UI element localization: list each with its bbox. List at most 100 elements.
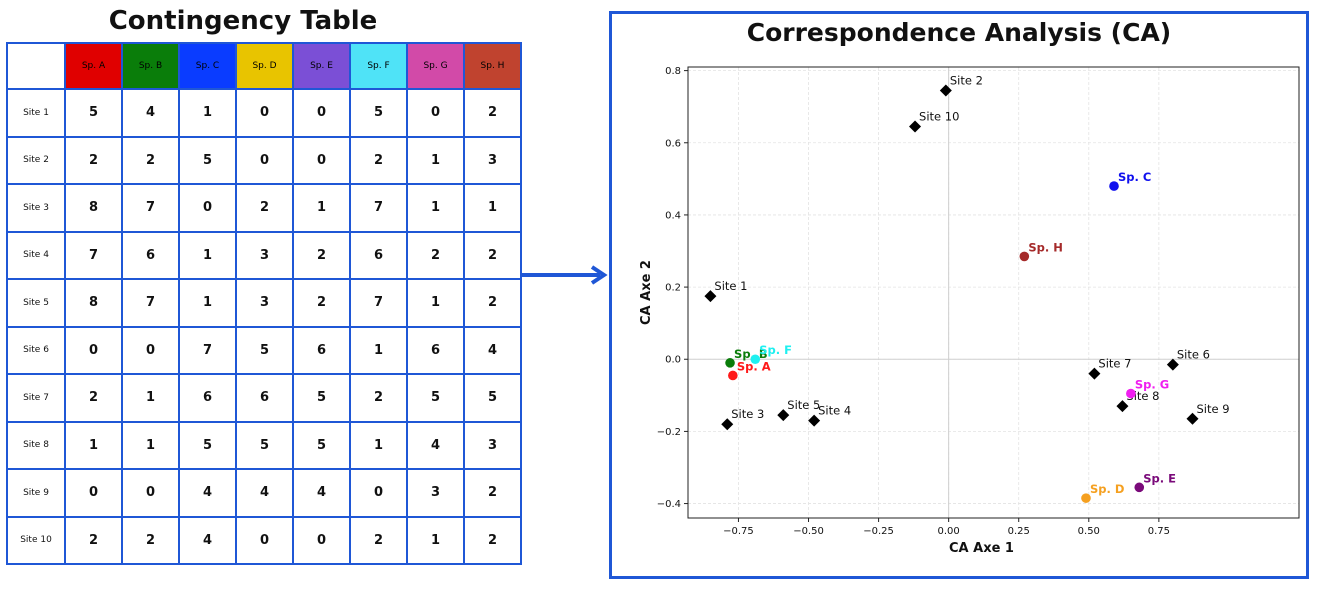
count-cell: 6 bbox=[406, 325, 465, 375]
site-point bbox=[808, 414, 821, 427]
ca-panel: Correspondence Analysis (CA) −0.75 −0.50−… bbox=[609, 11, 1309, 579]
count-cell: 2 bbox=[292, 230, 351, 280]
site-point-label: Site 7 bbox=[1098, 357, 1131, 371]
count-cell: 1 bbox=[292, 183, 351, 233]
count-cell: 3 bbox=[406, 468, 465, 518]
count-cell: 1 bbox=[406, 278, 465, 328]
count-cell: 5 bbox=[64, 88, 123, 138]
y-tick-label: 0.8 bbox=[665, 66, 681, 77]
count-cell: 6 bbox=[235, 373, 294, 423]
count-cell: 4 bbox=[292, 468, 351, 518]
count-cell: 3 bbox=[463, 135, 522, 185]
count-cell: 0 bbox=[292, 88, 351, 138]
contingency-table: Sp. A Sp. B Sp. C Sp. D Sp. E Sp. F Sp. … bbox=[6, 42, 522, 565]
count-cell: 2 bbox=[349, 135, 408, 185]
count-cell: 1 bbox=[121, 420, 180, 470]
count-cell: 2 bbox=[64, 135, 123, 185]
site-row-label: Site 8 bbox=[6, 420, 66, 470]
count-cell: 7 bbox=[178, 325, 237, 375]
site-point bbox=[721, 418, 734, 431]
y-axis-label: CA Axe 2 bbox=[639, 260, 654, 325]
x-tick-label: 0.25 bbox=[1008, 526, 1030, 537]
site-point-label: Site 9 bbox=[1196, 402, 1229, 416]
count-cell: 2 bbox=[64, 515, 123, 565]
x-tick-label: −0.25 bbox=[863, 526, 894, 537]
count-cell: 4 bbox=[178, 515, 237, 565]
count-cell: 7 bbox=[349, 183, 408, 233]
count-cell: 7 bbox=[121, 278, 180, 328]
arrow-right-icon bbox=[522, 265, 608, 285]
species-header: Sp. E bbox=[292, 42, 351, 90]
count-cell: 3 bbox=[235, 230, 294, 280]
plot-frame bbox=[687, 66, 1300, 519]
site-point bbox=[704, 290, 717, 303]
x-tick-label: 0.50 bbox=[1078, 526, 1100, 537]
x-tick-label: −0.50 bbox=[793, 526, 824, 537]
species-header: Sp. B bbox=[121, 42, 180, 90]
count-cell: 0 bbox=[235, 515, 294, 565]
species-point bbox=[750, 354, 761, 365]
site-point bbox=[939, 84, 952, 97]
count-cell: 2 bbox=[292, 278, 351, 328]
count-cell: 5 bbox=[235, 420, 294, 470]
y-tick-label: 0.4 bbox=[665, 210, 681, 221]
count-cell: 1 bbox=[463, 183, 522, 233]
y-tick-label: 0.6 bbox=[665, 138, 681, 149]
count-cell: 6 bbox=[121, 230, 180, 280]
count-cell: 6 bbox=[292, 325, 351, 375]
site-point bbox=[1088, 367, 1101, 380]
species-header: Sp. D bbox=[235, 42, 294, 90]
count-cell: 2 bbox=[235, 183, 294, 233]
count-cell: 8 bbox=[64, 278, 123, 328]
count-cell: 1 bbox=[406, 135, 465, 185]
y-tick-label: 0.2 bbox=[665, 283, 681, 294]
count-cell: 1 bbox=[349, 420, 408, 470]
count-cell: 5 bbox=[178, 420, 237, 470]
species-point-label: Sp. G bbox=[1135, 378, 1169, 392]
species-point-label: Sp. C bbox=[1118, 170, 1151, 184]
species-point bbox=[728, 370, 738, 381]
site-row-label: Site 6 bbox=[6, 325, 66, 375]
site-point bbox=[777, 409, 790, 422]
count-cell: 0 bbox=[235, 135, 294, 185]
site-row-label: Site 1 bbox=[6, 88, 66, 138]
count-cell: 0 bbox=[121, 325, 180, 375]
count-cell: 5 bbox=[235, 325, 294, 375]
species-point-label: Sp. E bbox=[1143, 471, 1176, 485]
species-header: Sp. G bbox=[406, 42, 465, 90]
species-point bbox=[1081, 493, 1091, 503]
count-cell: 0 bbox=[121, 468, 180, 518]
species-header: Sp. C bbox=[178, 42, 237, 90]
count-cell: 4 bbox=[406, 420, 465, 470]
count-cell: 2 bbox=[463, 468, 522, 518]
site-row-label: Site 3 bbox=[6, 183, 66, 233]
site-point-label: Site 1 bbox=[714, 279, 747, 293]
site-row-label: Site 5 bbox=[6, 278, 66, 328]
count-cell: 0 bbox=[292, 135, 351, 185]
species-point bbox=[1019, 251, 1030, 262]
ca-scatter-plot: −0.75 −0.50 −0.25 0.00 0.25 0.50 0.75 −0.4 −0.2 0… bbox=[639, 66, 1300, 556]
count-cell: 1 bbox=[406, 183, 465, 233]
count-cell: 2 bbox=[463, 230, 522, 280]
count-cell: 1 bbox=[121, 373, 180, 423]
count-cell: 0 bbox=[292, 515, 351, 565]
table-header-row: Sp. A Sp. B Sp. C Sp. D Sp. E Sp. F Sp. … bbox=[6, 42, 522, 90]
x-tick-label: 0.75 bbox=[1148, 526, 1170, 537]
site-row-label: Site 7 bbox=[6, 373, 66, 423]
x-axis-label: CA Axe 1 bbox=[949, 541, 1014, 556]
species-point bbox=[1109, 181, 1119, 191]
y-tick-label: −0.2 bbox=[657, 427, 681, 438]
count-cell: 2 bbox=[463, 88, 522, 138]
count-cell: 0 bbox=[349, 468, 408, 518]
count-cell: 2 bbox=[349, 373, 408, 423]
site-point bbox=[909, 120, 922, 133]
count-cell: 0 bbox=[64, 325, 123, 375]
count-cell: 0 bbox=[178, 183, 237, 233]
count-cell: 2 bbox=[463, 278, 522, 328]
site-point bbox=[1186, 412, 1199, 425]
